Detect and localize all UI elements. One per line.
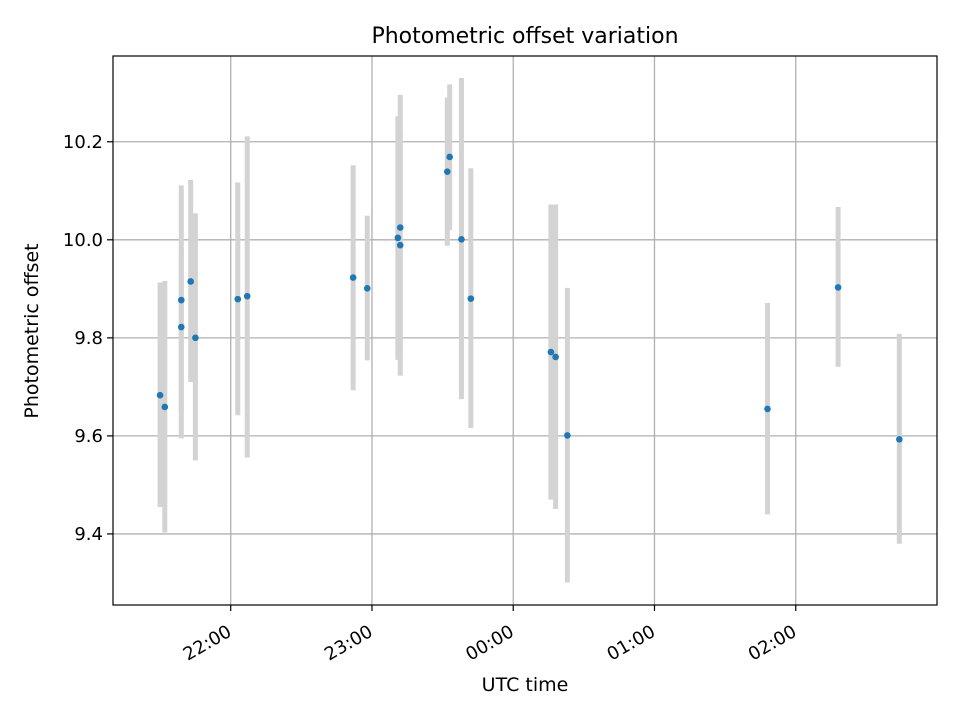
data-point — [467, 295, 475, 302]
data-point — [234, 295, 242, 303]
data-point — [177, 323, 185, 331]
data-point — [187, 278, 194, 285]
grid-layer — [113, 56, 937, 605]
data-point — [156, 391, 164, 399]
data-point — [444, 168, 451, 175]
data-point — [192, 334, 199, 342]
data-point — [161, 403, 169, 411]
data-point — [349, 274, 357, 281]
y-tick-label: 9.8 — [74, 328, 103, 349]
data-point — [764, 405, 771, 413]
data-point — [458, 236, 465, 243]
data-point — [547, 348, 555, 356]
data-point — [896, 436, 903, 443]
y-tick-label: 10.2 — [63, 132, 103, 153]
data-point — [396, 224, 404, 231]
y-tick-label: 10.0 — [63, 230, 103, 251]
point-layer — [156, 153, 903, 443]
y-axis-title: Photometric offset — [21, 243, 43, 418]
chart-title: Photometric offset variation — [371, 24, 678, 49]
data-point — [564, 432, 571, 439]
data-point — [177, 296, 185, 304]
data-point — [394, 234, 402, 242]
y-tick-label: 9.4 — [74, 524, 103, 545]
data-point — [396, 241, 404, 249]
data-point — [446, 153, 453, 161]
data-point — [363, 285, 371, 292]
data-point — [834, 284, 842, 291]
plot-frame — [112, 55, 938, 606]
y-tick-label: 9.6 — [74, 426, 103, 447]
data-point — [243, 292, 251, 300]
data-point — [552, 353, 559, 361]
x-axis-title: UTC time — [482, 674, 569, 696]
